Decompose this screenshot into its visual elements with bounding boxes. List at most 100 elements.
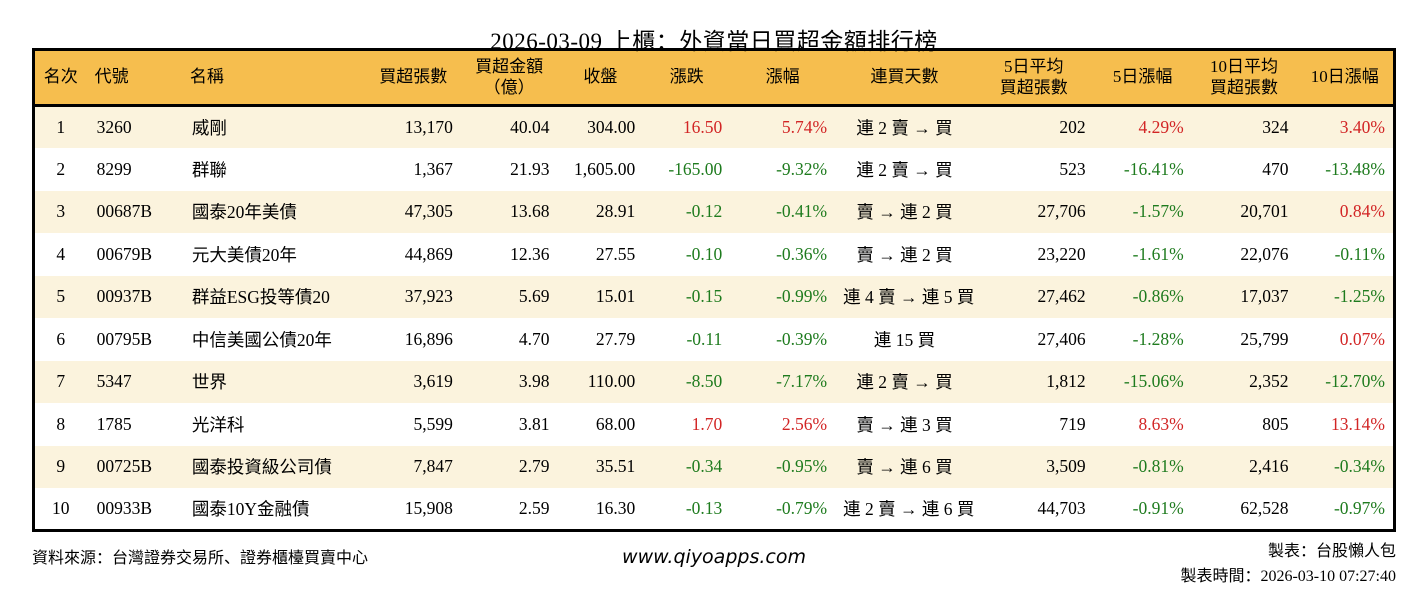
cell-close: 27.79 [595,328,636,349]
cell-code: 00937B [96,286,153,307]
cell-rank: 3 [56,201,66,222]
cell-rank: 7 [56,371,66,392]
cell-avg5-volume: 44,703 [1037,498,1086,518]
cell-buy-streak: 賣 → 連 2 買 [856,244,953,265]
cell-net-buy-volume: 7,847 [413,456,453,477]
cell-avg5-volume: 3,509 [1046,456,1086,477]
cell-pct10: -1.25% [1333,286,1385,307]
cell-change-pct: -0.99% [776,286,828,307]
cell-pct5: -1.57% [1132,201,1184,222]
cell-buy-streak: 連 2 賣 → 買 [856,118,953,138]
cell-avg5-volume: 23,220 [1037,243,1086,264]
cell-rank: 9 [56,456,66,477]
cell-code: 00679B [96,243,153,264]
cell-pct10: -0.11% [1334,243,1385,264]
cell-pct5: -0.86% [1132,286,1184,307]
cell-code: 8299 [96,158,132,179]
cell-code: 00725B [96,456,153,477]
cell-pct10: -0.97% [1333,498,1385,518]
cell-avg10-volume: 17,037 [1240,286,1289,307]
cell-change-pct: -0.95% [776,456,828,477]
cell-avg5-volume: 1,812 [1046,371,1086,392]
cell-pct5: 8.63% [1138,413,1184,434]
cell-net-buy-amount: 12.36 [510,243,550,264]
cell-change-pct: -0.79% [776,498,828,518]
cell-net-buy-volume: 15,908 [404,498,453,518]
cell-pct10: 0.84% [1339,201,1385,222]
cell-buy-streak: 連 2 賣 → 買 [856,372,953,393]
cell-name: 光洋科 [191,414,245,435]
cell-pct10: 0.07% [1339,328,1385,349]
column-header-name: 名稱 [181,49,366,107]
header-row: 名次 代號 名稱 買超張數 買超金額 （億） 收盤 漲跌 漲幅 連買天數 5日平均 買超張數 5日漲… [33,49,1395,107]
cell-net-buy-volume: 16,896 [404,328,453,349]
cell-change: -0.34 [685,456,723,477]
cell-avg5-volume: 202 [1059,117,1086,137]
cell-pct5: 4.29% [1138,117,1184,137]
cell-code: 00795B [96,328,153,349]
cell-change-pct: -0.36% [776,243,828,264]
cell-buy-streak: 連 4 賣 → 連 5 買 [843,287,974,308]
cell-change: -165.00 [668,158,723,179]
website-url: www.qiyoapps.com [622,546,806,568]
cell-code: 1785 [96,413,132,434]
cell-avg5-volume: 27,462 [1037,286,1086,307]
cell-net-buy-volume: 3,619 [413,371,453,392]
cell-avg5-volume: 719 [1059,413,1086,434]
data-source-note: 資料來源：台灣證券交易所、證券櫃檯買賣中心 [32,550,369,567]
cell-pct5: -0.91% [1132,498,1184,518]
cell-net-buy-volume: 37,923 [404,286,453,307]
cell-pct5: -1.28% [1132,328,1184,349]
table-row: 8 1785 光洋科 5,599 3.81 68.00 1.70 2.56% 賣 → 連 3 買… [33,403,1395,446]
cell-buy-streak: 連 15 買 [873,329,936,350]
table-row: 9 00725B 國泰投資級公司債 7,847 2.79 35.51 -0.34 -0.95%… [33,445,1395,488]
cell-change: -0.13 [685,498,723,518]
cell-close: 27.55 [595,243,636,264]
cell-net-buy-amount: 3.81 [518,413,550,434]
cell-avg5-volume: 27,406 [1037,328,1086,349]
cell-net-buy-amount: 2.59 [518,498,550,518]
cell-buy-streak: 賣 → 連 2 買 [856,202,953,223]
cell-pct10: 13.14% [1331,413,1385,434]
page-title: 2026-03-09 上櫃：外資當日買超金額排行榜 [490,29,938,54]
cell-code: 3260 [96,117,132,137]
cell-buy-streak: 連 2 賣 → 買 [856,159,953,180]
column-header-rank: 名次 [33,49,87,107]
cell-avg10-volume: 470 [1262,158,1289,179]
cell-change-pct: 5.74% [781,117,828,137]
cell-avg5-volume: 523 [1059,158,1086,179]
table-row: 4 00679B 元大美債20年 44,869 12.36 27.55 -0.10 -0.36… [33,233,1395,276]
cell-avg10-volume: 324 [1262,117,1289,137]
cell-name: 元大美債20年 [191,244,297,265]
cell-change-pct: 2.56% [781,413,828,434]
cell-name: 國泰10Y金融債 [191,499,310,519]
cell-avg10-volume: 2,352 [1249,371,1289,392]
cell-pct10: -13.48% [1325,158,1385,179]
column-header-avg5-volume: 5日平均 買超張數 [973,49,1094,107]
column-header-change-pct: 漲幅 [730,49,836,107]
cell-change: -0.15 [685,286,723,307]
column-header-pct10: 10日漲幅 [1296,49,1395,107]
cell-avg10-volume: 22,076 [1240,243,1289,264]
cell-avg5-volume: 27,706 [1037,201,1086,222]
cell-close: 15.01 [595,286,636,307]
cell-rank: 6 [56,328,66,349]
cell-name: 國泰20年美債 [191,202,297,223]
cell-change: -0.10 [685,243,723,264]
cell-close: 35.51 [595,456,636,477]
cell-rank: 5 [56,286,66,307]
cell-net-buy-volume: 47,305 [404,201,453,222]
ranking-table: 名次 代號 名稱 買超張數 買超金額 （億） 收盤 漲跌 漲幅 連買天數 5日平均 買超張數 5日漲… [32,48,1396,532]
cell-pct5: -1.61% [1132,243,1184,264]
table-row: 6 00795B 中信美國公債20年 16,896 4.70 27.79 -0.11 -0.3… [33,318,1395,361]
cell-rank: 8 [56,413,66,434]
column-header-net-buy-volume: 買超張數 [365,49,461,107]
cell-net-buy-amount: 4.70 [518,328,550,349]
cell-close: 110.00 [587,371,636,392]
cell-net-buy-amount: 40.04 [510,117,550,137]
cell-net-buy-amount: 5.69 [518,286,550,307]
cell-rank: 4 [56,243,66,264]
cell-avg10-volume: 25,799 [1240,328,1289,349]
cell-change-pct: -9.32% [776,158,828,179]
cell-close: 16.30 [595,498,636,518]
